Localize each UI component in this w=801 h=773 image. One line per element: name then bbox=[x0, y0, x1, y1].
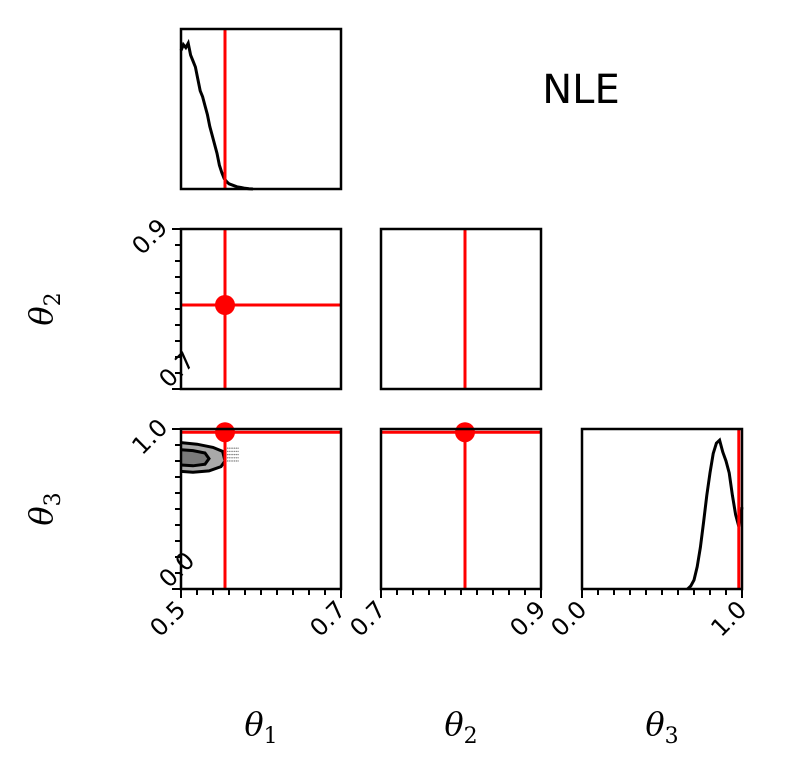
sample-dot bbox=[230, 450, 232, 453]
sample-dot bbox=[233, 457, 236, 459]
y-tick-label-2-0: 0.7 bbox=[153, 346, 200, 393]
x-tick-label-3-0: 0.0 bbox=[545, 595, 592, 642]
sample-dot bbox=[228, 450, 230, 453]
sample-dot bbox=[233, 450, 236, 453]
diag-panel-frame-3 bbox=[580, 427, 744, 591]
x-axis-label-3: θ3 bbox=[645, 705, 678, 749]
sample-dot bbox=[232, 460, 234, 462]
sample-dot bbox=[233, 460, 236, 462]
sample-dot bbox=[233, 453, 236, 456]
y-tick-label-3-1: 1.0 bbox=[126, 413, 173, 460]
x-tick-label-3-1: 1.0 bbox=[705, 595, 752, 642]
diag-panel-frame-2 bbox=[379, 227, 543, 391]
true-value-point-1-2 bbox=[215, 295, 235, 315]
sample-dot bbox=[228, 447, 230, 449]
x-axis-label-subscript-2: 2 bbox=[464, 724, 478, 749]
sample-dot bbox=[232, 450, 234, 453]
x-axis-label-subscript-3: 3 bbox=[665, 724, 679, 749]
sample-dot bbox=[230, 457, 232, 459]
sample-dot bbox=[235, 450, 238, 453]
panel-frame-2-3 bbox=[379, 427, 543, 591]
true-value-point-2-3 bbox=[455, 422, 475, 443]
sample-dot bbox=[237, 457, 239, 459]
x-axis-label-1: θ1 bbox=[244, 705, 277, 749]
sample-dot bbox=[237, 447, 239, 449]
chart-title: NLE bbox=[542, 67, 619, 113]
sample-dot bbox=[235, 447, 238, 449]
true-value-point-1-3 bbox=[215, 422, 235, 443]
sample-dot bbox=[232, 453, 234, 456]
x-axis-label-2: θ2 bbox=[444, 705, 477, 749]
sample-dot bbox=[235, 453, 238, 456]
y-axis-label-3: θ3 bbox=[22, 492, 66, 525]
sample-dot bbox=[228, 460, 230, 462]
sample-dot bbox=[228, 453, 230, 456]
marginal-curve-1 bbox=[179, 38, 254, 191]
diag-panel-frame-1 bbox=[179, 27, 343, 191]
y-tick-label-2-1: 0.9 bbox=[126, 213, 173, 260]
sample-dot bbox=[235, 460, 238, 462]
y-axis-label-subscript-3: 3 bbox=[41, 492, 66, 506]
panel-frame-1-2 bbox=[179, 227, 343, 391]
contour-line-inner bbox=[180, 448, 211, 468]
sample-dot bbox=[230, 453, 232, 456]
sample-dot bbox=[228, 457, 230, 459]
sample-dot bbox=[237, 460, 239, 462]
sample-dot bbox=[232, 457, 234, 459]
x-tick-label-2-0: 0.7 bbox=[344, 595, 391, 642]
sample-dot bbox=[230, 447, 232, 449]
sample-dot bbox=[226, 453, 229, 456]
y-tick-label-3-0: 0.0 bbox=[153, 546, 200, 593]
sample-dot bbox=[237, 453, 239, 456]
y-axis-label-2: θ2 bbox=[22, 292, 66, 325]
x-axis-label-subscript-1: 1 bbox=[264, 724, 278, 749]
sample-dot bbox=[226, 447, 229, 449]
y-axis-label-subscript-2: 2 bbox=[41, 292, 66, 306]
marginal-curve-3 bbox=[686, 437, 744, 591]
sample-dot bbox=[237, 450, 239, 453]
x-tick-label-2-1: 0.9 bbox=[504, 595, 551, 642]
x-tick-label-1-0: 0.5 bbox=[144, 595, 191, 642]
sample-dot bbox=[233, 447, 236, 449]
sample-dot bbox=[226, 457, 229, 459]
sample-dot bbox=[235, 457, 238, 459]
x-tick-label-1-1: 0.7 bbox=[304, 595, 351, 642]
sample-dot bbox=[230, 460, 232, 462]
sample-dot bbox=[232, 447, 234, 449]
sample-dot bbox=[226, 460, 229, 462]
sample-dot bbox=[226, 450, 229, 453]
